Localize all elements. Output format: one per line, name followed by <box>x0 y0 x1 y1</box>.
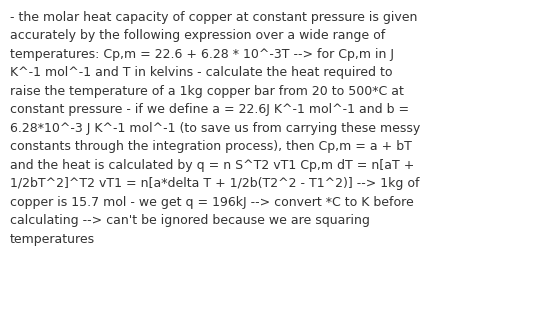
Text: - the molar heat capacity of copper at constant pressure is given
accurately by : - the molar heat capacity of copper at c… <box>10 11 420 246</box>
